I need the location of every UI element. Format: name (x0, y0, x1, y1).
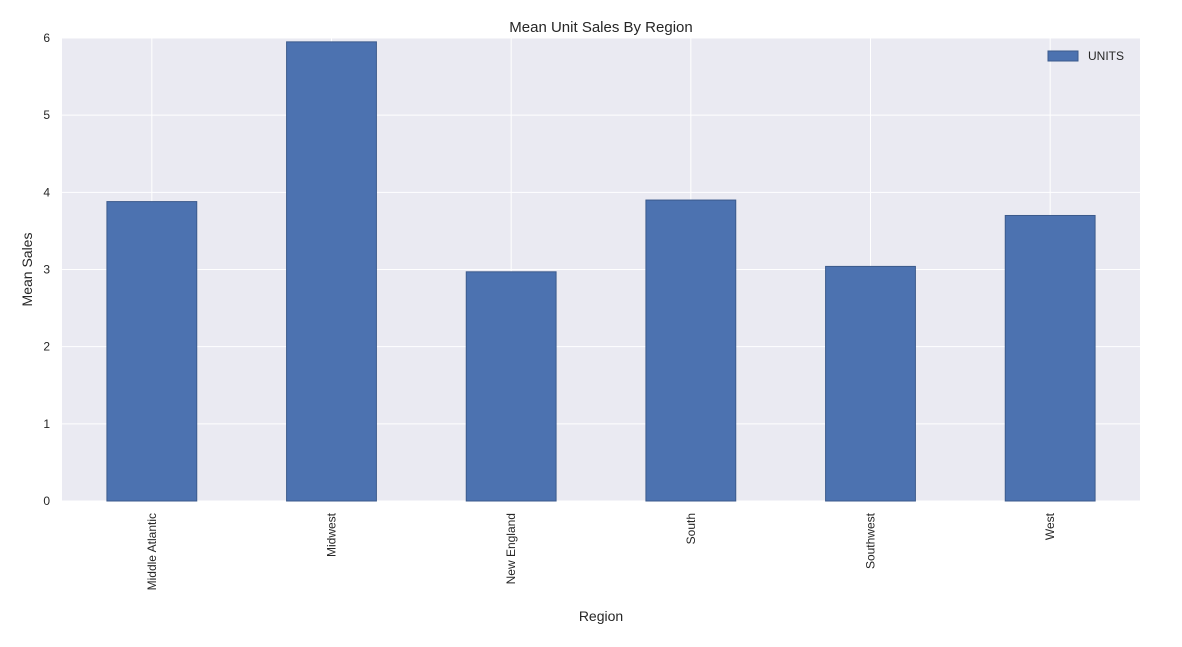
x-tick-label: New England (504, 513, 518, 584)
x-tick-label: South (684, 513, 698, 544)
x-tick-label: West (1043, 512, 1057, 540)
legend: UNITS (1047, 49, 1124, 63)
x-tick-label: Midwest (325, 512, 339, 557)
y-tick-labels: 0 1 2 3 4 5 6 (43, 31, 50, 508)
legend-swatch-units (1047, 50, 1079, 62)
bar-southwest (825, 265, 916, 502)
x-axis-label: Region (579, 608, 623, 624)
y-tick-label: 3 (43, 263, 50, 277)
x-tick-label: Middle Atlantic (145, 513, 159, 590)
y-axis-label: Mean Sales (19, 233, 35, 307)
bar-midwest (286, 41, 377, 502)
y-tick-label: 6 (43, 31, 50, 45)
bar-new-england (465, 271, 557, 502)
x-tick-labels: Middle Atlantic Midwest New England South So… (145, 512, 1057, 590)
bar-middle-atlantic (106, 201, 198, 502)
bars (106, 41, 1096, 502)
legend-label-units: UNITS (1088, 49, 1124, 63)
y-tick-label: 0 (43, 494, 50, 508)
y-tick-label: 1 (43, 417, 50, 431)
y-tick-label: 2 (43, 340, 50, 354)
bar-west (1004, 214, 1096, 502)
x-tick-label: Southwest (864, 512, 878, 569)
chart-title: Mean Unit Sales By Region (509, 19, 692, 36)
y-tick-label: 5 (43, 108, 50, 122)
bar-south (645, 199, 737, 502)
y-tick-label: 4 (43, 185, 50, 199)
